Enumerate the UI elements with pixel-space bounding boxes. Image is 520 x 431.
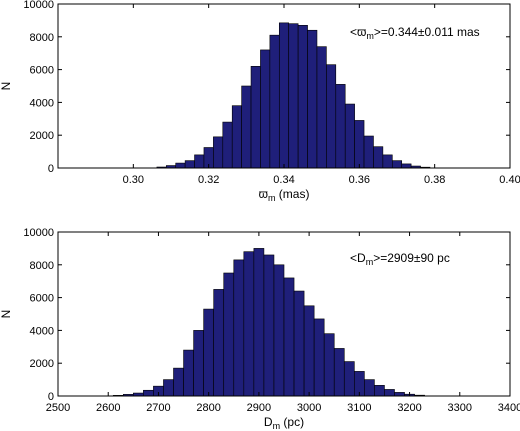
histogram-bar bbox=[263, 254, 275, 397]
histogram-bar bbox=[333, 348, 345, 397]
x-tick-label: 0.38 bbox=[424, 174, 445, 186]
histogram-bar bbox=[303, 305, 315, 397]
histogram-bar bbox=[163, 379, 174, 397]
histogram-bar bbox=[213, 289, 225, 397]
histogram-bar bbox=[253, 248, 265, 397]
y-axis-label: N bbox=[0, 310, 13, 319]
histogram-bar bbox=[175, 162, 186, 169]
histogram-bar bbox=[307, 29, 318, 169]
x-axis-label: Dm (pc) bbox=[264, 415, 304, 431]
histogram-bar bbox=[335, 84, 346, 169]
y-tick-label: 0 bbox=[48, 163, 54, 175]
x-tick-label: 3100 bbox=[347, 402, 371, 414]
histogram-bar bbox=[374, 385, 385, 397]
histogram-bar bbox=[326, 64, 337, 169]
histogram-bar bbox=[250, 66, 261, 169]
x-axis-ticks: 0.30 0.32 0.34 0.36 0.38 0.40 bbox=[123, 4, 520, 186]
histogram-bar bbox=[213, 136, 224, 169]
histogram-bar bbox=[401, 163, 412, 169]
y-axis-label: N bbox=[0, 82, 13, 91]
x-tick-label: 0.30 bbox=[123, 174, 144, 186]
x-tick-label: 0.34 bbox=[273, 174, 294, 186]
y-tick-label: 0 bbox=[48, 391, 54, 403]
histogram-bar bbox=[241, 85, 252, 169]
x-tick-label: 0.32 bbox=[198, 174, 219, 186]
histogram-bar bbox=[173, 367, 184, 397]
histogram-bar bbox=[233, 259, 245, 397]
y-tick-label: 4000 bbox=[30, 325, 54, 337]
y-tick-label: 10000 bbox=[23, 227, 54, 239]
x-tick-label: 3400 bbox=[498, 402, 520, 414]
histogram-bars bbox=[156, 22, 431, 169]
histogram-bar bbox=[354, 120, 365, 169]
histogram-bar bbox=[283, 277, 295, 397]
y-tick-label: 6000 bbox=[30, 65, 54, 77]
y-axis-ticks: 0 2000 4000 6000 8000 10000 bbox=[23, 0, 510, 175]
x-tick-label: 0.40 bbox=[499, 174, 520, 186]
distance-histogram: 2500 2600 2700 2800 2900 3000 3100 3200 3300 3400… bbox=[0, 227, 520, 431]
x-axis-label: ϖm (mas) bbox=[259, 187, 310, 203]
y-tick-label: 10000 bbox=[23, 0, 54, 11]
mean-annotation: <ϖm>=0.344±0.011 mas bbox=[350, 25, 480, 41]
histogram-bar bbox=[382, 154, 393, 169]
x-tick-label: 2900 bbox=[247, 402, 271, 414]
y-axis-ticks: 0 2000 4000 6000 8000 10000 bbox=[23, 227, 510, 403]
histogram-bar bbox=[373, 146, 384, 169]
histogram-bar bbox=[260, 49, 271, 169]
histogram-bar bbox=[223, 272, 235, 397]
histogram-bars bbox=[112, 248, 425, 397]
x-tick-label: 0.36 bbox=[349, 174, 370, 186]
parallax-histogram: 0.30 0.32 0.34 0.36 0.38 0.40 0 2000 4000 6000 80… bbox=[0, 0, 520, 203]
histogram-bar bbox=[222, 121, 233, 169]
histogram-bar bbox=[183, 349, 194, 397]
histogram-bar bbox=[269, 34, 280, 169]
histogram-bar bbox=[293, 290, 305, 397]
histogram-bar bbox=[273, 264, 285, 397]
mean-annotation: <Dm>=2909±90 pc bbox=[350, 251, 450, 267]
y-tick-label: 8000 bbox=[30, 32, 54, 44]
histogram-bar bbox=[394, 392, 405, 397]
x-tick-label: 3200 bbox=[397, 402, 421, 414]
histogram-bar bbox=[343, 361, 355, 397]
y-tick-label: 2000 bbox=[30, 358, 54, 370]
x-tick-label: 2600 bbox=[96, 402, 120, 414]
histogram-bar bbox=[231, 105, 242, 169]
histogram-bar bbox=[384, 389, 395, 397]
y-tick-label: 6000 bbox=[30, 293, 54, 305]
histogram-bar bbox=[143, 389, 154, 397]
histogram-bar bbox=[364, 379, 375, 397]
x-tick-label: 2500 bbox=[46, 402, 70, 414]
histogram-bar bbox=[391, 160, 403, 169]
x-tick-label: 3000 bbox=[297, 402, 321, 414]
plot-frame bbox=[57, 231, 511, 397]
y-tick-label: 2000 bbox=[30, 130, 54, 142]
x-axis-ticks: 2500 2600 2700 2800 2900 3000 3100 3200 3300 3400 bbox=[46, 232, 520, 414]
histogram-bar bbox=[313, 318, 325, 397]
histogram-bar bbox=[184, 160, 195, 169]
histogram-bar bbox=[363, 135, 374, 169]
histogram-bar bbox=[344, 103, 355, 169]
histogram-bar bbox=[194, 154, 205, 169]
x-tick-label: 2800 bbox=[196, 402, 220, 414]
histogram-bar bbox=[278, 22, 290, 169]
y-tick-label: 8000 bbox=[30, 260, 54, 272]
histogram-bar bbox=[323, 333, 335, 397]
x-tick-label: 2700 bbox=[146, 402, 170, 414]
histogram-bar bbox=[203, 308, 214, 397]
histogram-bar bbox=[297, 25, 308, 169]
x-tick-label: 3300 bbox=[448, 402, 472, 414]
histogram-bar bbox=[193, 330, 204, 397]
histogram-bar bbox=[243, 251, 255, 397]
histogram-bar bbox=[288, 23, 299, 169]
y-tick-label: 4000 bbox=[30, 97, 54, 109]
histogram-bar bbox=[316, 46, 327, 169]
